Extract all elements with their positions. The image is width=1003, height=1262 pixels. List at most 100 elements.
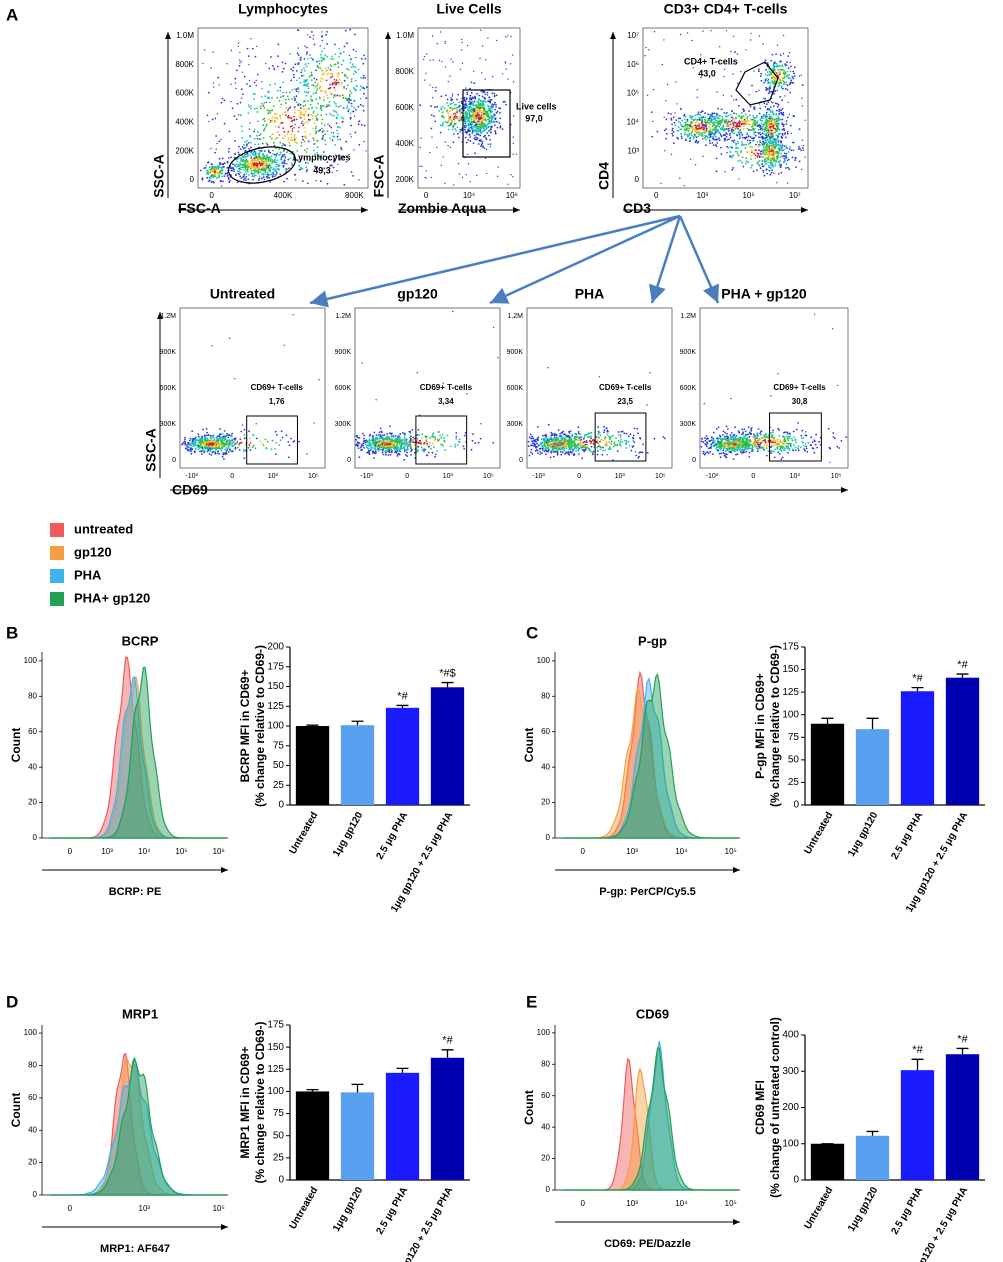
event-dot <box>283 344 285 346</box>
event-dot <box>713 123 715 125</box>
event-dot <box>450 58 452 60</box>
x-axis-label: FSC-A <box>178 200 221 216</box>
event-dot <box>259 168 262 171</box>
event-dot <box>305 65 308 68</box>
event-dot <box>191 430 194 433</box>
event-dot <box>447 128 450 131</box>
event-dot <box>711 136 714 138</box>
event-dot <box>249 449 252 451</box>
event-dot <box>301 180 304 183</box>
event-dot <box>284 62 287 65</box>
event-dot <box>720 153 723 156</box>
event-dot <box>210 170 212 172</box>
event-dot <box>362 62 365 65</box>
event-dot <box>776 119 778 122</box>
event-dot <box>271 160 274 163</box>
event-dot <box>448 117 450 120</box>
event-dot <box>360 76 362 79</box>
event-dot <box>290 139 292 142</box>
event-dot <box>262 105 265 107</box>
event-dot <box>763 171 765 173</box>
event-dot <box>215 148 217 150</box>
event-dot <box>249 135 252 138</box>
event-dot <box>316 60 318 63</box>
event-dot <box>466 93 469 96</box>
event-dot <box>478 118 480 121</box>
event-dot <box>303 83 306 86</box>
event-dot <box>273 153 276 156</box>
event-dot <box>298 77 301 79</box>
event-dot <box>680 133 682 135</box>
event-dot <box>683 118 686 121</box>
event-dot <box>428 445 430 448</box>
event-dot <box>295 179 297 181</box>
event-dot <box>725 135 728 138</box>
event-dot <box>755 90 758 93</box>
event-dot <box>245 179 247 182</box>
event-dot <box>757 154 759 157</box>
event-dot <box>307 85 309 88</box>
event-dot <box>274 82 276 85</box>
event-dot <box>779 60 781 63</box>
event-dot <box>331 139 334 142</box>
event-dot <box>235 173 237 175</box>
event-dot <box>773 78 776 81</box>
event-dot <box>802 149 805 151</box>
event-dot <box>764 152 767 154</box>
event-dot <box>184 436 186 439</box>
event-dot <box>761 129 764 132</box>
event-dot <box>426 53 428 55</box>
event-dot <box>321 35 323 37</box>
event-dot <box>184 441 186 443</box>
event-dot <box>279 117 282 120</box>
event-dot <box>676 129 679 132</box>
event-dot <box>705 124 707 126</box>
event-dot <box>447 119 450 121</box>
event-dot <box>451 120 454 123</box>
event-dot <box>444 66 447 68</box>
event-dot <box>302 124 304 127</box>
event-dot <box>333 79 336 81</box>
x-tick-label: -10³ <box>185 473 198 480</box>
event-dot <box>774 146 777 149</box>
event-dot <box>473 82 476 85</box>
event-dot <box>512 142 514 144</box>
event-dot <box>255 423 257 425</box>
event-dot <box>337 72 340 74</box>
event-dot <box>736 140 739 143</box>
event-dot <box>326 182 329 185</box>
event-dot <box>345 161 348 163</box>
event-dot <box>730 122 733 125</box>
event-dot <box>252 47 254 50</box>
event-dot <box>237 45 239 47</box>
event-dot <box>708 138 711 140</box>
event-dot <box>352 110 355 113</box>
event-dot <box>459 112 461 115</box>
event-dot <box>682 125 685 128</box>
event-dot <box>256 131 259 133</box>
event-dot <box>762 151 765 153</box>
event-dot <box>330 65 333 68</box>
event-dot <box>482 126 485 128</box>
event-dot <box>239 148 242 151</box>
event-dot <box>295 70 298 72</box>
event-dot <box>221 157 224 160</box>
event-dot <box>267 118 270 121</box>
event-dot <box>492 120 494 123</box>
x-axis-label: Zombie Aqua <box>398 200 486 216</box>
event-dot <box>272 168 275 171</box>
event-dot <box>298 126 300 129</box>
event-dot <box>711 114 713 116</box>
event-dot <box>376 438 378 440</box>
event-dot <box>784 155 787 158</box>
event-dot <box>239 161 242 164</box>
event-dot <box>776 182 778 184</box>
event-dot <box>712 129 715 132</box>
event-dot <box>486 104 489 107</box>
event-dot <box>292 159 294 161</box>
event-dot <box>769 123 772 125</box>
event-dot <box>349 28 351 31</box>
event-dot <box>244 149 247 152</box>
event-dot <box>769 126 772 129</box>
event-dot <box>329 164 332 167</box>
